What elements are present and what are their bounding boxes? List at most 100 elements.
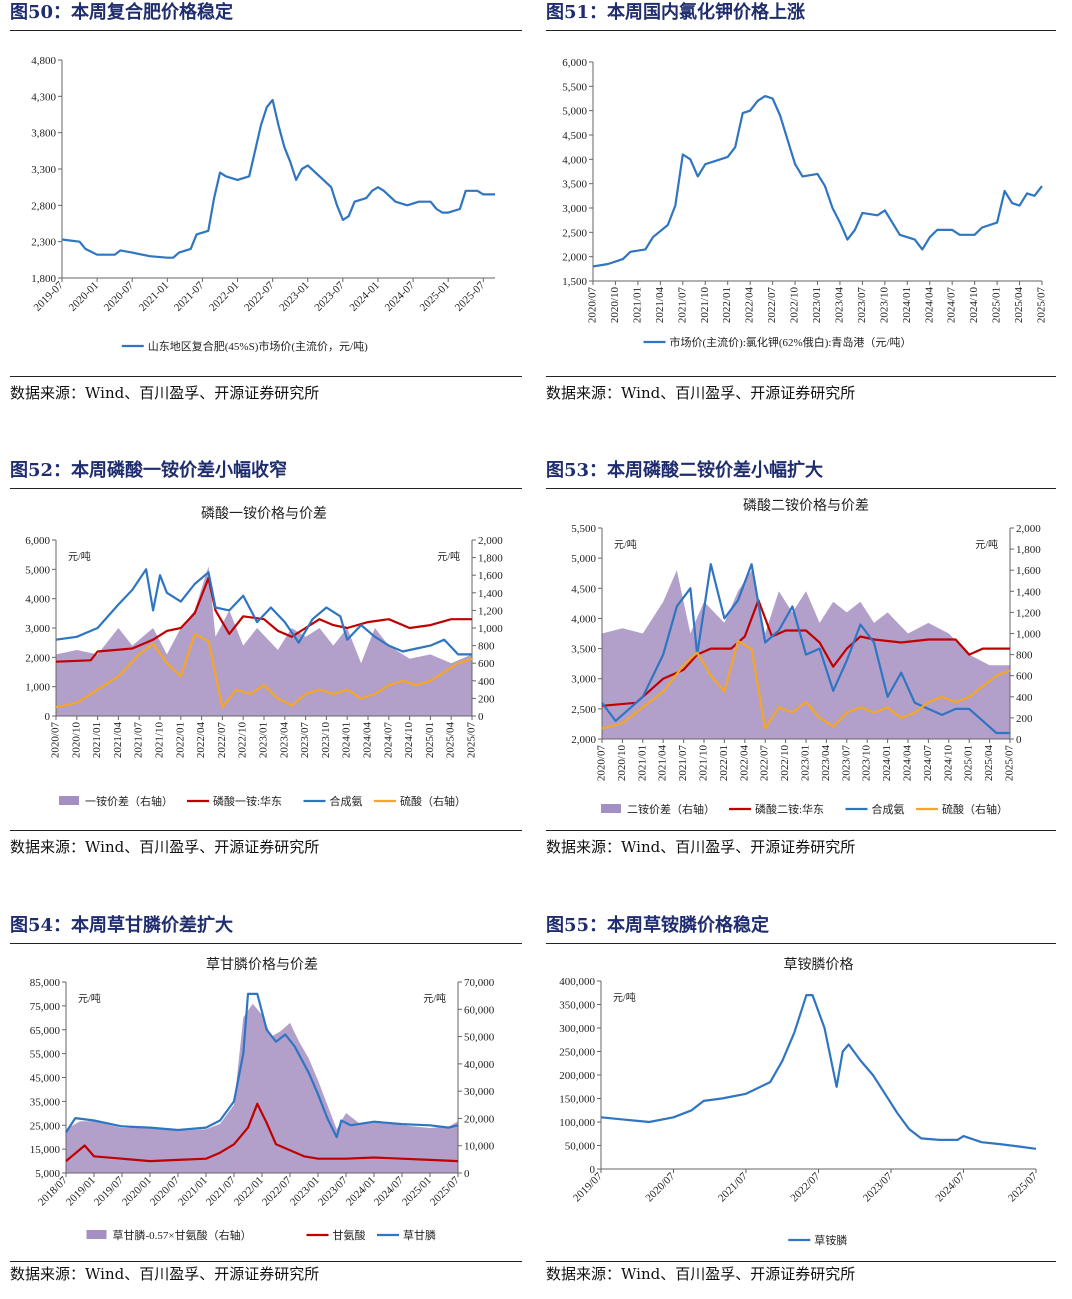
- figure-title: 图51：本周国内氯化钾价格上涨: [546, 2, 806, 23]
- y-unit-right: 元/吨: [423, 992, 446, 1005]
- figure-title: 图55：本周草铵膦价格稳定: [546, 915, 770, 936]
- panel-fig54: 图54：本周草甘膦价差扩大 草甘膦价格与价差 5,000 15,000 25,000 3…: [10, 913, 522, 1299]
- x-tick-label: 2023-07: [312, 279, 347, 314]
- x-tick-label: 2025-01: [418, 279, 452, 313]
- y-tick-label: 5,500: [571, 523, 596, 535]
- x-tick-label: 2023/01: [800, 745, 812, 781]
- y-tick-label: 200,000: [559, 1070, 595, 1082]
- bottom-rule: [546, 830, 1056, 831]
- x-tick-label: 2024/01: [341, 722, 353, 758]
- y-tick-label: 1,500: [562, 276, 587, 288]
- legend-label: 硫酸（右轴）: [400, 794, 466, 808]
- x-tick-label: 2019/01: [64, 1174, 98, 1208]
- y-tick-label: 150,000: [559, 1094, 595, 1106]
- x-tick-label: 2025/04: [445, 722, 457, 759]
- legend-swatch: [601, 804, 621, 813]
- legend-label: 草甘膦: [403, 1229, 436, 1242]
- legend: 草甘膦-0.57×甘氨酸（右轴） 甘氨酸 草甘膦: [86, 1228, 436, 1242]
- x-tick-label: 2020/07: [643, 1170, 677, 1204]
- y-tick-label: 5,000: [562, 106, 587, 118]
- panel-fig50: 图50：本周复合肥价格稳定 1,800 2,300 2,800 3,300 3,800 4…: [10, 0, 522, 410]
- line-series: [65, 1102, 459, 1163]
- x-tick-label: 2023/07: [840, 745, 852, 782]
- x-tick-label: 2022-07: [242, 279, 277, 314]
- x-tick-label: 2021/10: [698, 745, 710, 782]
- x-tick-label: 2020/07: [596, 745, 608, 782]
- x-tick-label: 2021/07: [204, 1174, 238, 1208]
- y-tick-label: 50,000: [565, 1141, 596, 1153]
- y-tick-label: 6,000: [562, 57, 587, 69]
- x-tick-label: 2024/01: [344, 1174, 378, 1208]
- legend-label: 草甘膦-0.57×甘氨酸（右轴）: [113, 1228, 252, 1242]
- x-tick-label: 2020/01: [120, 1174, 154, 1208]
- y-tick-label-right: 400: [478, 676, 495, 688]
- x-tick-label: 2025/01: [963, 745, 975, 781]
- x-tick-label: 2022/01: [718, 745, 730, 781]
- y-unit-right: 元/吨: [437, 550, 460, 563]
- x-tick-label: 2022/04: [195, 722, 207, 759]
- title-rule: [10, 30, 522, 31]
- x-tick-label: 2023-01: [277, 279, 311, 313]
- y-unit-left: 元/吨: [613, 991, 636, 1004]
- x-tick-label: 2023/01: [288, 1174, 322, 1208]
- y-unit-right: 元/吨: [975, 538, 998, 551]
- y-tick-label-right: 60,000: [464, 1004, 495, 1016]
- x-tick-label: 2025/07: [1004, 745, 1016, 782]
- y-tick-label: 65,000: [30, 1025, 61, 1037]
- bottom-rule: [10, 1261, 522, 1262]
- y-tick-label: 300,000: [559, 1023, 595, 1035]
- x-tick-label: 2021/04: [657, 745, 669, 782]
- x-tick-label: 2020/10: [609, 287, 621, 324]
- legend-label: 草铵膦: [814, 1233, 847, 1247]
- legend: 二铵价差（右轴） 磷酸二铵:华东 合成氨 硫酸（右轴）: [601, 802, 1008, 816]
- x-tick-label: 2020/07: [587, 287, 599, 324]
- legend-label: 一铵价差（右轴）: [85, 794, 173, 808]
- legend-label: 合成氨: [330, 794, 363, 808]
- x-tick-label: 2022-01: [207, 279, 241, 313]
- legend-label: 磷酸一铵:华东: [213, 794, 282, 808]
- legend-label: 二铵价差（右轴）: [627, 802, 715, 816]
- y-tick-label: 3,000: [571, 674, 596, 686]
- y-tick-label: 3,800: [31, 128, 56, 140]
- x-tick-label: 2020/07: [50, 722, 62, 759]
- title-rule: [546, 30, 1056, 31]
- y-tick-label: 350,000: [559, 1000, 595, 1012]
- y-tick-label-right: 600: [478, 658, 495, 670]
- line-series: [55, 633, 473, 709]
- x-tick-label: 2023/07: [861, 1170, 895, 1204]
- x-tick-label: 2023/04: [278, 722, 290, 759]
- x-tick-label: 2020/07: [148, 1174, 182, 1208]
- x-tick-label: 2024/01: [881, 745, 893, 781]
- title-rule: [546, 488, 1056, 489]
- y-tick-label: 4,000: [25, 594, 50, 606]
- legend-label: 磷酸二铵:华东: [755, 802, 824, 816]
- panel-fig53: 图53：本周磷酸二铵价差小幅扩大 磷酸二铵价格与价差 2,000 2,500 3,00…: [546, 458, 1058, 868]
- y-tick-label: 400,000: [559, 976, 595, 988]
- x-tick-label: 2022/10: [237, 722, 249, 759]
- x-tick-label: 2023/10: [878, 287, 890, 324]
- x-tick-label: 2022/07: [788, 1170, 822, 1204]
- y-tick-label: 45,000: [30, 1073, 61, 1085]
- x-tick-label: 2022/01: [174, 722, 186, 758]
- legend-label: 合成氨: [872, 802, 905, 816]
- y-tick-label-right: 0: [464, 1168, 470, 1180]
- x-tick-label: 2025/01: [424, 722, 436, 758]
- x-tick-label: 2022/04: [744, 287, 756, 324]
- y-tick-label: 85,000: [30, 977, 61, 989]
- line-series: [55, 576, 472, 663]
- x-tick-label: 2025-07: [453, 279, 488, 314]
- legend-swatch: [86, 1230, 107, 1239]
- y-tick-label: 55,000: [30, 1049, 61, 1061]
- y-tick-label: 4,300: [31, 91, 56, 103]
- y-tick-label: 3,300: [31, 164, 56, 176]
- y-tick-label: 2,000: [571, 734, 596, 746]
- x-tick-label: 2023/07: [299, 722, 311, 759]
- y-tick-label: 2,000: [25, 652, 50, 664]
- x-tick-label: 2024/07: [946, 287, 958, 324]
- x-tick-label: 2021/10: [154, 722, 166, 759]
- chart-fig55: 草铵膦价格 0 50,000 100,000 150,000 200,000 250,000…: [559, 957, 1040, 1247]
- y-tick-label-right: 200: [1016, 713, 1033, 725]
- y-tick-label: 35,000: [30, 1096, 61, 1108]
- y-tick-label: 5,000: [25, 564, 50, 576]
- legend-label: 甘氨酸: [333, 1228, 366, 1242]
